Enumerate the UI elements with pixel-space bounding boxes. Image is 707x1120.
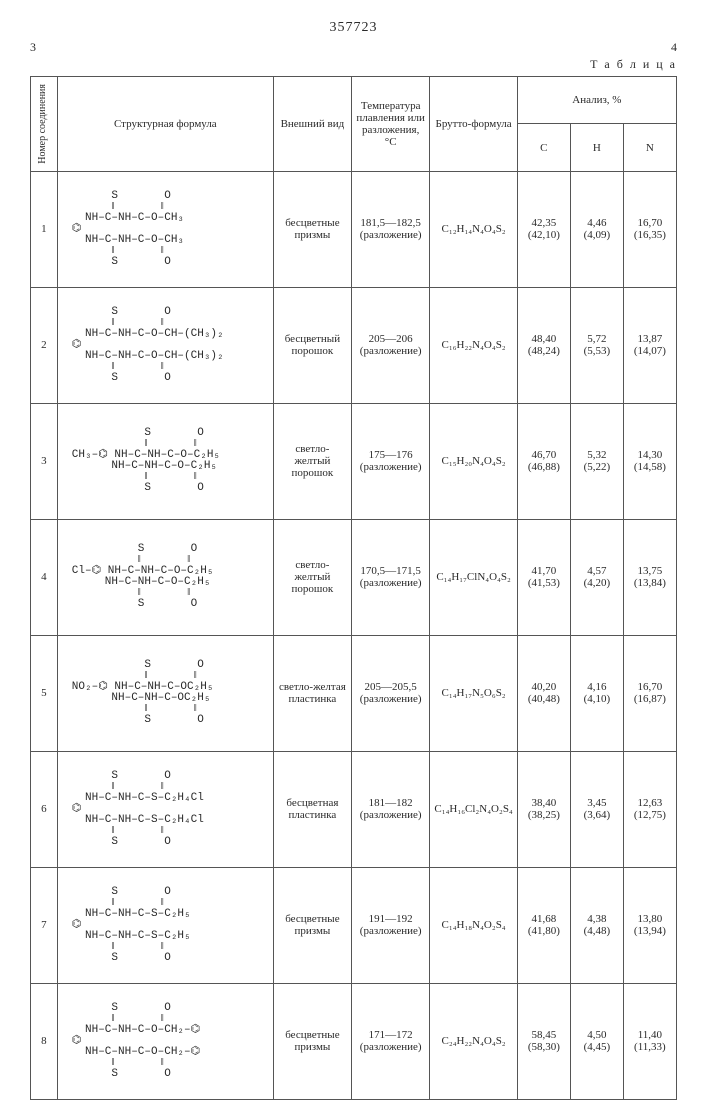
col-header-n: N xyxy=(623,124,676,171)
cell-mp: 191—192 (разложение) xyxy=(351,867,429,983)
cell-number: 3 xyxy=(31,403,58,519)
cell-number: 7 xyxy=(31,867,58,983)
col-header-c: C xyxy=(517,124,570,171)
cell-analysis-c: 40,20 (40,48) xyxy=(517,635,570,751)
cell-number: 8 xyxy=(31,983,58,1099)
cell-formula: C₁₄H₁₇ClN₄O₄S₂ xyxy=(430,519,517,635)
col-header-structure: Структурная формула xyxy=(57,77,273,172)
cell-structure: S O ‖ ‖ Cl–⌬ NH–C–NH–C–O–C₂H₅ NH–C–NH–C–… xyxy=(57,519,273,635)
cell-analysis-n: 12,63 (12,75) xyxy=(623,751,676,867)
cell-number: 6 xyxy=(31,751,58,867)
table-row: 6 S O ‖ ‖ NH–C–NH–C–S–C₂H₄Cl ⌬ NH–C–NH–C… xyxy=(31,751,677,867)
cell-mp: 171—172 (разложение) xyxy=(351,983,429,1099)
cell-formula: C₂₄H₂₂N₄O₄S₂ xyxy=(430,983,517,1099)
col-header-h: H xyxy=(570,124,623,171)
cell-analysis-n: 16,70 (16,87) xyxy=(623,635,676,751)
cell-formula: C₁₄H₁₈N₄O₂S₄ xyxy=(430,867,517,983)
cell-formula: C₁₂H₁₄N₄O₄S₂ xyxy=(430,171,517,287)
cell-structure: S O ‖ ‖ NH–C–NH–C–S–C₂H₄Cl ⌬ NH–C–NH–C–S… xyxy=(57,751,273,867)
cell-analysis-c: 42,35 (42,10) xyxy=(517,171,570,287)
cell-analysis-c: 41,70 (41,53) xyxy=(517,519,570,635)
cell-analysis-h: 4,57 (4,20) xyxy=(570,519,623,635)
cell-analysis-n: 13,80 (13,94) xyxy=(623,867,676,983)
document-number: 357723 xyxy=(30,20,677,36)
cell-mp: 175—176 (разложение) xyxy=(351,403,429,519)
cell-analysis-h: 4,50 (4,45) xyxy=(570,983,623,1099)
cell-mp: 205—205,5 (разложение) xyxy=(351,635,429,751)
cell-number: 4 xyxy=(31,519,58,635)
cell-analysis-h: 3,45 (3,64) xyxy=(570,751,623,867)
cell-appearance: бесцветные призмы xyxy=(273,171,351,287)
page-number-left: 3 xyxy=(30,40,36,55)
cell-analysis-c: 41,68 (41,80) xyxy=(517,867,570,983)
cell-structure: S O ‖ ‖ NH–C–NH–C–O–CH₂–⌬ ⌬ NH–C–NH–C–O–… xyxy=(57,983,273,1099)
cell-formula: C₁₆H₂₂N₄O₄S₂ xyxy=(430,287,517,403)
table-row: 8 S O ‖ ‖ NH–C–NH–C–O–CH₂–⌬ ⌬ NH–C–NH–C–… xyxy=(31,983,677,1099)
table-label: Т а б л и ц а xyxy=(30,57,677,72)
cell-analysis-n: 14,30 (14,58) xyxy=(623,403,676,519)
cell-structure: S O ‖ ‖ CH₃–⌬ NH–C–NH–C–O–C₂H₅ NH–C–NH–C… xyxy=(57,403,273,519)
cell-mp: 205—206 (разложение) xyxy=(351,287,429,403)
cell-number: 1 xyxy=(31,171,58,287)
col-header-appearance: Внешний вид xyxy=(273,77,351,172)
table-row: 5 S O ‖ ‖ NO₂–⌬ NH–C–NH–C–OC₂H₅ NH–C–NH–… xyxy=(31,635,677,751)
cell-appearance: бесцветные призмы xyxy=(273,983,351,1099)
table-row: 1 S O ‖ ‖ NH–C–NH–C–O–CH₃ ⌬ NH–C–NH–C–O–… xyxy=(31,171,677,287)
col-header-mp: Температура плавления или разложения, °C xyxy=(351,77,429,172)
cell-analysis-n: 13,87 (14,07) xyxy=(623,287,676,403)
compound-table: Номер соединения Структурная формула Вне… xyxy=(30,76,677,1100)
table-row: 3 S O ‖ ‖ CH₃–⌬ NH–C–NH–C–O–C₂H₅ NH–C–NH… xyxy=(31,403,677,519)
col-header-number: Номер соединения xyxy=(35,80,50,168)
cell-analysis-h: 5,72 (5,53) xyxy=(570,287,623,403)
cell-formula: C₁₅H₂₀N₄O₄S₂ xyxy=(430,403,517,519)
cell-analysis-c: 38,40 (38,25) xyxy=(517,751,570,867)
cell-formula: C₁₄H₁₆Cl₂N₄O₂S₄ xyxy=(430,751,517,867)
cell-analysis-c: 46,70 (46,88) xyxy=(517,403,570,519)
table-row: 2 S O ‖ ‖ NH–C–NH–C–O–CH–(CH₃)₂ ⌬ NH–C–N… xyxy=(31,287,677,403)
cell-analysis-c: 58,45 (58,30) xyxy=(517,983,570,1099)
cell-structure: S O ‖ ‖ NH–C–NH–C–O–CH–(CH₃)₂ ⌬ NH–C–NH–… xyxy=(57,287,273,403)
cell-appearance: светло-желтый порошок xyxy=(273,403,351,519)
cell-analysis-h: 4,46 (4,09) xyxy=(570,171,623,287)
cell-analysis-n: 13,75 (13,84) xyxy=(623,519,676,635)
cell-formula: C₁₄H₁₇N₅O₆S₂ xyxy=(430,635,517,751)
cell-structure: S O ‖ ‖ NH–C–NH–C–O–CH₃ ⌬ NH–C–NH–C–O–CH… xyxy=(57,171,273,287)
table-row: 4 S O ‖ ‖ Cl–⌬ NH–C–NH–C–O–C₂H₅ NH–C–NH–… xyxy=(31,519,677,635)
cell-appearance: светло-желтый порошок xyxy=(273,519,351,635)
cell-structure: S O ‖ ‖ NH–C–NH–C–S–C₂H₅ ⌬ NH–C–NH–C–S–C… xyxy=(57,867,273,983)
cell-appearance: светло-желтая пластинка xyxy=(273,635,351,751)
table-row: 7 S O ‖ ‖ NH–C–NH–C–S–C₂H₅ ⌬ NH–C–NH–C–S… xyxy=(31,867,677,983)
cell-structure: S O ‖ ‖ NO₂–⌬ NH–C–NH–C–OC₂H₅ NH–C–NH–C–… xyxy=(57,635,273,751)
cell-mp: 170,5—171,5 (разложение) xyxy=(351,519,429,635)
cell-analysis-n: 11,40 (11,33) xyxy=(623,983,676,1099)
page-number-right: 4 xyxy=(671,40,677,55)
cell-analysis-n: 16,70 (16,35) xyxy=(623,171,676,287)
cell-analysis-h: 5,32 (5,22) xyxy=(570,403,623,519)
col-header-analysis: Анализ, % xyxy=(517,77,676,124)
cell-mp: 181—182 (разложение) xyxy=(351,751,429,867)
cell-appearance: бесцветный порошок xyxy=(273,287,351,403)
cell-analysis-c: 48,40 (48,24) xyxy=(517,287,570,403)
cell-analysis-h: 4,16 (4,10) xyxy=(570,635,623,751)
cell-number: 5 xyxy=(31,635,58,751)
cell-appearance: бесцветные призмы xyxy=(273,867,351,983)
cell-analysis-h: 4,38 (4,48) xyxy=(570,867,623,983)
cell-number: 2 xyxy=(31,287,58,403)
cell-mp: 181,5—182,5 (разложение) xyxy=(351,171,429,287)
cell-appearance: бесцветная пластинка xyxy=(273,751,351,867)
col-header-formula: Брутто-формула xyxy=(430,77,517,172)
